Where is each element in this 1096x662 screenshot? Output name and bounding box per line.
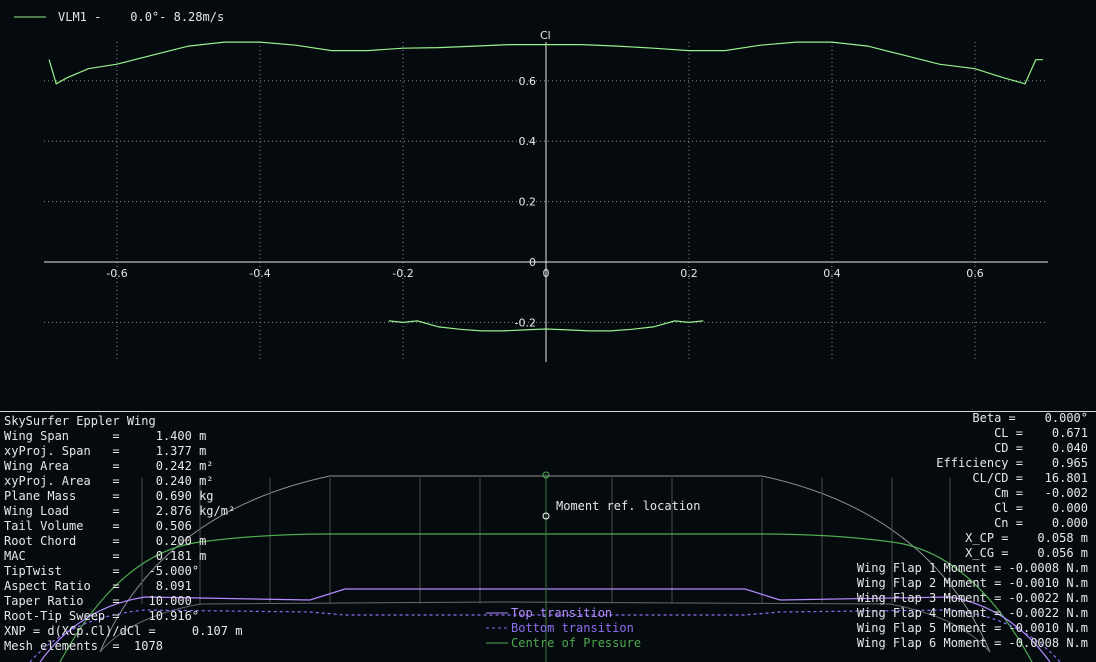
panel-divider	[0, 411, 1096, 412]
wing-property-right: Cm = -0.002	[994, 486, 1088, 500]
wing-property-left: MAC = 0.181 m	[4, 549, 207, 563]
wing-panel-lines	[141, 478, 951, 604]
wing-property-left: Aspect Ratio = 8.091	[4, 579, 192, 593]
wing-3d-view: Moment ref. location Top transition Bott…	[29, 471, 1061, 662]
wing-property-right: Wing Flap 4 Moment = -0.0022 N.m	[856, 606, 1088, 620]
chart-legend: VLM1 - 0.0°- 8.28m/s	[14, 10, 224, 24]
wing-property-right: CL = 0.671	[994, 426, 1088, 440]
x-tick-label: 0.4	[823, 267, 841, 280]
wing-property-left: Wing Area = 0.242 m²	[4, 459, 214, 473]
wing-property-left: Mesh elements = 1078	[4, 639, 163, 653]
cl-distribution-chart: -0.6 -0.4 -0.2 0 0.2 0.4 0.6 0.6 0.4 0.2 0 -0.2 VLM…	[14, 10, 1048, 362]
y-tick-label: 0.2	[519, 196, 537, 209]
x-tick-label: -0.2	[392, 267, 413, 280]
x-tick-label: 0.2	[680, 267, 698, 280]
chart-axes	[44, 42, 1048, 362]
wing-view-legend: Top transition Bottom transition Centre …	[486, 606, 641, 650]
wing-property-right: Cn = 0.000	[994, 516, 1088, 530]
moment-ref-marker-icon	[542, 512, 550, 520]
wing-property-right: CL/CD = 16.801	[972, 471, 1088, 485]
wing-property-left: TipTwist = -5.000°	[4, 564, 200, 578]
wing-property-right: Cl = 0.000	[994, 501, 1088, 515]
x-tick-label: -0.6	[106, 267, 127, 280]
wing-property-left: Wing Span = 1.400 m	[4, 429, 207, 443]
wing-property-left: Root Chord = 0.200 m	[4, 534, 207, 548]
series-line-1	[388, 320, 704, 332]
wing-property-right: Wing Flap 1 Moment = -0.0008 N.m	[856, 561, 1088, 575]
wing-property-left: Root-Tip Sweep = 10.916°	[4, 609, 200, 623]
y-tick-label: 0.6	[519, 75, 537, 88]
wing-property-right: X_CG = 0.056 m	[965, 546, 1088, 560]
wing-property-right: Wing Flap 2 Moment = -0.0010 N.m	[856, 576, 1088, 590]
cp-marker-icon	[542, 471, 550, 479]
y-tick-label: -0.2	[515, 316, 536, 329]
wing-property-right: Efficiency = 0.965	[936, 456, 1088, 470]
wing-name: SkySurfer Eppler Wing	[4, 414, 156, 428]
x-tick-label: 0	[543, 267, 550, 280]
wing-property-right: Wing Flap 3 Moment = -0.0022 N.m	[856, 591, 1088, 605]
chart-series	[48, 41, 1043, 332]
legend-centre-of-pressure: Centre of Pressure	[511, 636, 641, 650]
wing-property-right: Wing Flap 6 Moment = -0.0008 N.m	[856, 636, 1088, 650]
wing-property-left: Taper Ratio = 10.000	[4, 594, 192, 608]
y-tick-label: 0.4	[519, 135, 537, 148]
wing-property-right: Beta = 0.000°	[972, 411, 1088, 425]
legend-top-transition: Top transition	[511, 606, 612, 620]
chart-gridlines	[44, 42, 1048, 362]
wing-property-left: xyProj. Area = 0.240 m²	[4, 474, 214, 488]
wing-property-left: Tail Volume = 0.506	[4, 519, 192, 533]
bottom-transition-line	[29, 609, 1061, 662]
y-axis-label: Cl	[540, 29, 551, 42]
wing-property-right: Wing Flap 5 Moment = -0.0010 N.m	[856, 621, 1088, 635]
moment-ref-label: Moment ref. location	[556, 499, 701, 513]
series-line-0	[48, 41, 1043, 85]
wing-property-left: Wing Load = 2.876 kg/m²	[4, 504, 236, 518]
top-transition-line	[39, 588, 1051, 662]
x-tick-label: 0.6	[966, 267, 984, 280]
legend-bottom-transition: Bottom transition	[511, 621, 634, 635]
chart-tick-labels: -0.6 -0.4 -0.2 0 0.2 0.4 0.6 0.6 0.4 0.2 0 -0.2	[106, 75, 983, 330]
legend-series-label: VLM1 - 0.0°- 8.28m/s	[58, 10, 224, 24]
wing-property-right: X_CP = 0.058 m	[965, 531, 1088, 545]
wing-property-right: CD = 0.040	[994, 441, 1088, 455]
wing-property-left: Plane Mass = 0.690 kg	[4, 489, 214, 503]
wing-trailing-edge	[99, 601, 991, 653]
wing-property-left: XNP = d(XCp.Cl)/dCl = 0.107 m	[4, 624, 243, 638]
wing-property-left: xyProj. Span = 1.377 m	[4, 444, 207, 458]
x-tick-label: -0.4	[249, 267, 270, 280]
y-tick-label: 0	[529, 256, 536, 269]
